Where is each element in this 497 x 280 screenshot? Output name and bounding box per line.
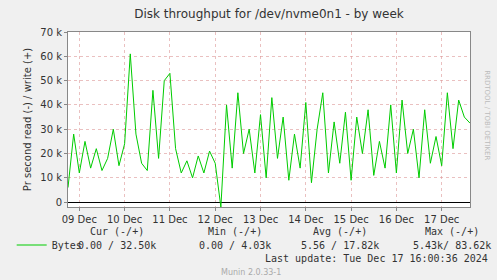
svg-text:Cur (-/+): Cur (-/+) (90, 226, 144, 237)
svg-text:15 Dec: 15 Dec (333, 214, 368, 225)
svg-text:0.00 / 32.50k: 0.00 / 32.50k (78, 240, 156, 251)
svg-text:40 k: 40 k (40, 99, 62, 110)
svg-text:Max (-/+): Max (-/+) (425, 226, 479, 237)
svg-text:Pr second read (-) / write (+): Pr second read (-) / write (+) (22, 48, 33, 191)
svg-text:30 k: 30 k (40, 124, 62, 135)
svg-text:5.43k/ 83.62k: 5.43k/ 83.62k (413, 240, 491, 251)
svg-text:11 Dec: 11 Dec (152, 214, 187, 225)
svg-text:10 Dec: 10 Dec (107, 214, 142, 225)
svg-text:09 Dec: 09 Dec (62, 214, 97, 225)
svg-text:Disk throughput for /dev/nvme0: Disk throughput for /dev/nvme0n1 - by we… (134, 7, 404, 21)
svg-text:0.00 / 4.03k: 0.00 / 4.03k (199, 240, 271, 251)
svg-text:20 k: 20 k (40, 148, 62, 159)
svg-text:70 k: 70 k (40, 27, 62, 38)
svg-text:14 Dec: 14 Dec (288, 214, 323, 225)
svg-text:5.56 / 17.82k: 5.56 / 17.82k (301, 240, 379, 251)
svg-text:RRDTOOL / TOBI OETIKER: RRDTOOL / TOBI OETIKER (483, 70, 491, 160)
svg-text:16 Dec: 16 Dec (379, 214, 414, 225)
svg-text:50 k: 50 k (40, 75, 62, 86)
svg-text:Bytes: Bytes (52, 240, 82, 251)
svg-text:Avg (-/+): Avg (-/+) (313, 226, 367, 237)
svg-text:Min (-/+): Min (-/+) (208, 226, 262, 237)
svg-text:Last update: Tue Dec 17 16:00:: Last update: Tue Dec 17 16:00:36 2024 (265, 253, 488, 264)
svg-text:17 Dec: 17 Dec (424, 214, 459, 225)
svg-text:10 k: 10 k (40, 172, 62, 183)
svg-text:12 Dec: 12 Dec (198, 214, 233, 225)
svg-text:13 Dec: 13 Dec (243, 214, 278, 225)
svg-text:0: 0 (56, 197, 62, 208)
svg-text:60 k: 60 k (40, 51, 62, 62)
svg-text:Munin 2.0.33-1: Munin 2.0.33-1 (221, 268, 281, 277)
